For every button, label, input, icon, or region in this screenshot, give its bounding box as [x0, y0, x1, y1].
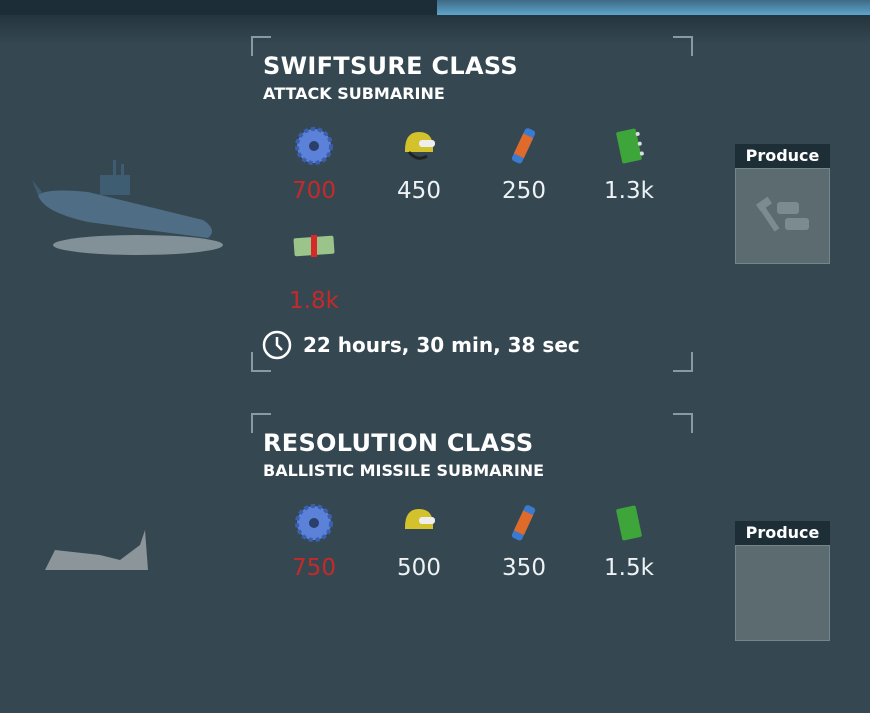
resource-gear: 750	[274, 501, 354, 581]
helmet-icon	[397, 501, 441, 545]
top-bar	[0, 0, 870, 15]
cash-icon	[292, 224, 336, 268]
gear-icon	[292, 124, 336, 168]
hammer-icon	[755, 196, 809, 232]
header-shadow	[0, 15, 870, 45]
unit-card-swiftsure: SWIFTSURE CLASS ATTACK SUBMARINE 700 450…	[251, 36, 693, 372]
helmet-icon	[397, 124, 441, 168]
active-tab[interactable]	[437, 0, 870, 15]
unit-type: ATTACK SUBMARINE	[263, 84, 445, 103]
battery-icon	[502, 124, 546, 168]
circuit-board-icon	[607, 124, 651, 168]
unit-name: SWIFTSURE CLASS	[263, 52, 518, 80]
resource-gear: 700	[274, 124, 354, 204]
produce-button-swiftsure[interactable]: Produce	[735, 144, 830, 264]
clock-icon	[262, 330, 292, 360]
produce-button-resolution[interactable]: Produce	[735, 521, 830, 641]
resource-circuit-board: 1.5k	[589, 501, 669, 581]
resolution-submarine-image	[45, 530, 148, 570]
resource-helmet: 450	[379, 124, 459, 204]
build-time-text: 22 hours, 30 min, 38 sec	[303, 333, 580, 357]
resource-cash: 1.8k	[274, 224, 354, 314]
resource-circuit-board: 1.3k	[589, 124, 669, 204]
gear-icon	[292, 501, 336, 545]
unit-type: BALLISTIC MISSILE SUBMARINE	[263, 461, 545, 480]
swiftsure-submarine-image	[32, 160, 223, 255]
resource-battery: 250	[484, 124, 564, 204]
resource-helmet: 500	[379, 501, 459, 581]
circuit-board-icon	[607, 501, 651, 545]
battery-icon	[502, 501, 546, 545]
build-time: 22 hours, 30 min, 38 sec	[261, 329, 580, 361]
resource-battery: 350	[484, 501, 564, 581]
unit-name: RESOLUTION CLASS	[263, 429, 534, 457]
unit-card-resolution: RESOLUTION CLASS BALLISTIC MISSILE SUBMA…	[251, 413, 693, 713]
